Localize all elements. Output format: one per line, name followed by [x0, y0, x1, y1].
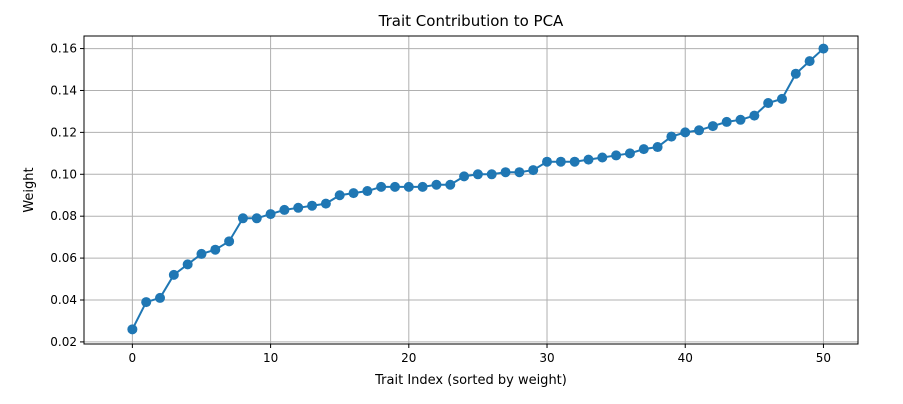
y-tick-label: 0.08 [50, 209, 77, 223]
data-point [127, 324, 138, 335]
x-tick-label: 10 [263, 351, 278, 365]
data-point [417, 181, 428, 192]
x-tick-label: 50 [816, 351, 831, 365]
x-tick-label: 40 [678, 351, 693, 365]
data-point [362, 186, 373, 197]
data-point [666, 131, 677, 142]
data-point [196, 248, 207, 259]
y-tick-label: 0.04 [50, 293, 77, 307]
data-point [348, 188, 359, 199]
y-tick-label: 0.14 [50, 83, 77, 97]
x-tick-label: 0 [129, 351, 137, 365]
data-point [307, 200, 318, 211]
data-point [735, 114, 746, 125]
data-point [597, 152, 608, 163]
data-point [459, 171, 470, 182]
data-point [141, 297, 152, 308]
data-point [680, 127, 691, 138]
data-point [182, 259, 193, 270]
y-tick-label: 0.06 [50, 251, 77, 265]
data-point [500, 167, 511, 178]
data-point [472, 169, 483, 180]
data-point [445, 179, 456, 190]
data-point [431, 179, 442, 190]
data-point [804, 56, 815, 67]
y-tick-label: 0.02 [50, 335, 77, 349]
data-point [790, 68, 801, 79]
data-point [721, 116, 732, 127]
data-point [528, 165, 539, 176]
data-point [293, 202, 304, 213]
chart-title: Trait Contribution to PCA [378, 12, 564, 30]
data-point [638, 144, 649, 155]
data-point [583, 154, 594, 165]
data-point [389, 181, 400, 192]
x-tick-label: 30 [539, 351, 554, 365]
data-point [486, 169, 497, 180]
y-tick-label: 0.16 [50, 42, 77, 56]
data-point [624, 148, 635, 159]
data-point [749, 110, 760, 121]
y-tick-label: 0.10 [50, 167, 77, 181]
x-axis-label: Trait Index (sorted by weight) [374, 373, 567, 388]
data-point [224, 236, 235, 247]
data-point [652, 142, 663, 153]
data-point [168, 269, 179, 280]
data-point [611, 150, 622, 161]
y-tick-label: 0.12 [50, 125, 77, 139]
data-point [763, 98, 774, 109]
y-axis-label: Weight [22, 167, 37, 212]
data-point [707, 121, 718, 132]
data-point [265, 209, 276, 220]
data-point [403, 181, 414, 192]
plot-frame [83, 35, 859, 345]
data-point [237, 213, 248, 224]
x-axis: 0 10 20 30 40 50 [129, 344, 831, 365]
series-layer [127, 43, 829, 335]
x-tick-label: 20 [401, 351, 416, 365]
data-point [251, 213, 262, 224]
grid [84, 36, 858, 344]
data-point [279, 204, 290, 215]
y-axis: 0.02 0.04 0.06 0.08 0.10 0.12 0.14 0.16 [50, 42, 84, 349]
data-point [818, 43, 829, 54]
data-point [542, 156, 553, 167]
data-point [555, 156, 566, 167]
data-point [320, 198, 331, 209]
data-point [210, 244, 221, 255]
data-point [776, 93, 787, 104]
data-point [514, 167, 525, 178]
data-point [694, 125, 705, 136]
data-point [376, 181, 387, 192]
data-point [569, 156, 580, 167]
data-point [334, 190, 345, 201]
data-point [155, 292, 166, 303]
